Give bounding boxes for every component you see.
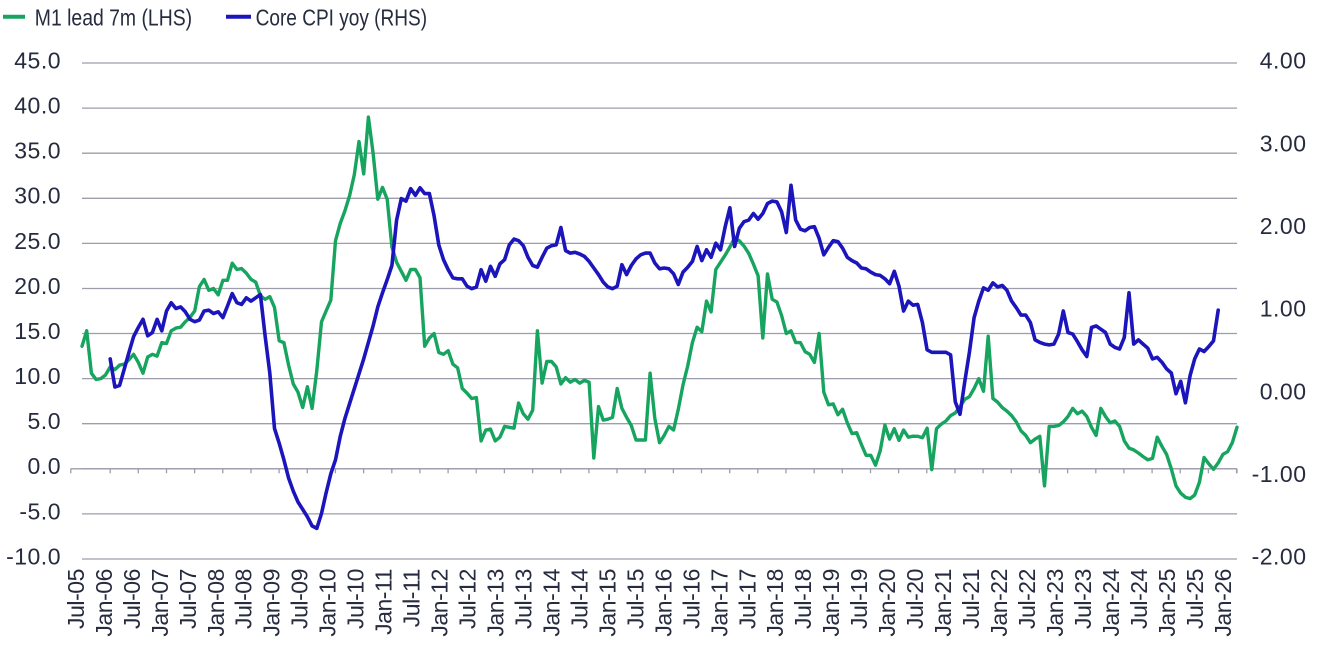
svg-text:Jul-18: Jul-18 xyxy=(790,569,816,629)
svg-text:Jul-24: Jul-24 xyxy=(1126,568,1152,629)
svg-text:40.0: 40.0 xyxy=(14,93,61,119)
svg-text:0.0: 0.0 xyxy=(28,453,61,479)
svg-text:Jan-20: Jan-20 xyxy=(874,569,900,637)
svg-text:Jan-22: Jan-22 xyxy=(986,569,1012,637)
svg-text:Jul-14: Jul-14 xyxy=(566,568,592,629)
svg-text:Jul-20: Jul-20 xyxy=(902,569,928,629)
svg-text:35.0: 35.0 xyxy=(14,138,61,164)
svg-text:-2.00: -2.00 xyxy=(1252,544,1307,570)
svg-text:1.00: 1.00 xyxy=(1260,296,1307,322)
svg-text:Jan-12: Jan-12 xyxy=(427,569,453,637)
svg-text:Jan-10: Jan-10 xyxy=(315,569,341,637)
svg-text:25.0: 25.0 xyxy=(14,228,61,254)
svg-text:Jul-15: Jul-15 xyxy=(622,569,648,629)
svg-text:5.0: 5.0 xyxy=(28,408,61,434)
svg-text:Jan-19: Jan-19 xyxy=(818,569,844,637)
svg-text:Jul-07: Jul-07 xyxy=(175,569,201,629)
svg-text:Jul-19: Jul-19 xyxy=(846,569,872,629)
svg-text:30.0: 30.0 xyxy=(14,183,61,209)
svg-text:-5.0: -5.0 xyxy=(19,498,61,524)
svg-text:Jul-25: Jul-25 xyxy=(1182,569,1208,629)
svg-text:Jan-13: Jan-13 xyxy=(483,569,509,637)
svg-text:M1 lead 7m (LHS): M1 lead 7m (LHS) xyxy=(35,5,192,31)
svg-text:Jul-11: Jul-11 xyxy=(399,569,425,627)
svg-text:Jul-13: Jul-13 xyxy=(511,569,537,629)
svg-text:Jan-17: Jan-17 xyxy=(706,569,732,637)
svg-text:Jul-12: Jul-12 xyxy=(455,569,481,629)
svg-text:Jul-16: Jul-16 xyxy=(678,569,704,629)
svg-text:45.0: 45.0 xyxy=(14,47,61,73)
svg-text:Jan-18: Jan-18 xyxy=(762,569,788,637)
svg-text:Jan-16: Jan-16 xyxy=(650,569,676,637)
svg-text:Jan-25: Jan-25 xyxy=(1154,569,1180,637)
svg-text:Jul-06: Jul-06 xyxy=(119,569,145,629)
svg-text:Jul-09: Jul-09 xyxy=(287,569,313,629)
svg-text:2.00: 2.00 xyxy=(1260,213,1307,239)
svg-text:-10.0: -10.0 xyxy=(6,543,61,569)
svg-text:Jul-17: Jul-17 xyxy=(734,569,760,629)
svg-text:Jan-23: Jan-23 xyxy=(1042,569,1068,637)
svg-text:Jul-21: Jul-21 xyxy=(958,569,984,629)
svg-text:Jan-14: Jan-14 xyxy=(538,568,564,636)
svg-text:0.00: 0.00 xyxy=(1260,378,1307,404)
svg-text:Jan-08: Jan-08 xyxy=(203,569,229,637)
svg-text:4.00: 4.00 xyxy=(1260,48,1307,74)
svg-text:15.0: 15.0 xyxy=(14,318,61,344)
svg-text:10.0: 10.0 xyxy=(14,363,61,389)
svg-text:Jan-06: Jan-06 xyxy=(91,569,117,637)
svg-text:Jan-11: Jan-11 xyxy=(371,569,397,635)
svg-text:Jan-24: Jan-24 xyxy=(1098,568,1124,636)
svg-text:Jan-09: Jan-09 xyxy=(259,569,285,637)
svg-text:Jan-26: Jan-26 xyxy=(1210,569,1236,637)
svg-text:Jan-15: Jan-15 xyxy=(594,569,620,637)
svg-text:Jan-21: Jan-21 xyxy=(930,569,956,637)
svg-text:3.00: 3.00 xyxy=(1260,130,1307,156)
svg-text:Jul-10: Jul-10 xyxy=(343,569,369,629)
svg-text:Jul-22: Jul-22 xyxy=(1014,569,1040,629)
svg-text:Jul-23: Jul-23 xyxy=(1070,569,1096,629)
svg-text:Jul-08: Jul-08 xyxy=(231,569,257,629)
svg-text:Jul-05: Jul-05 xyxy=(63,569,89,629)
svg-text:Core CPI yoy (RHS): Core CPI yoy (RHS) xyxy=(256,6,428,31)
svg-text:20.0: 20.0 xyxy=(14,273,61,299)
svg-text:Jan-07: Jan-07 xyxy=(147,569,173,637)
svg-text:-1.00: -1.00 xyxy=(1252,461,1307,487)
